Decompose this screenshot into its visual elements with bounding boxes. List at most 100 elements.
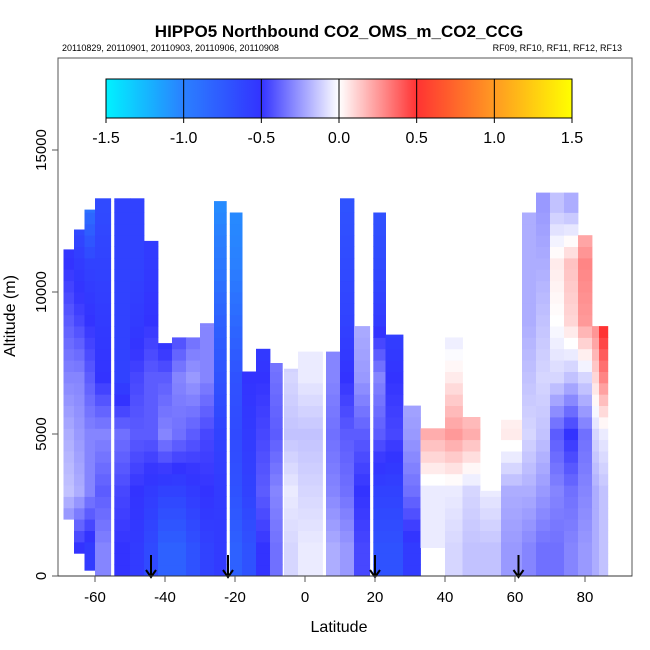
heatmap-cell bbox=[95, 269, 112, 282]
heatmap-cell bbox=[114, 201, 131, 213]
heatmap-cell bbox=[186, 541, 201, 554]
y-tick-label: 5000 bbox=[33, 417, 50, 450]
heatmap-cell bbox=[462, 417, 481, 429]
heatmap-cell bbox=[74, 405, 85, 418]
heatmap-cell bbox=[144, 337, 159, 350]
heatmap-cell bbox=[200, 394, 215, 406]
heatmap-cell bbox=[385, 564, 404, 577]
heatmap-cell bbox=[84, 235, 96, 247]
heatmap-cell bbox=[114, 235, 131, 247]
heatmap-cell bbox=[270, 519, 283, 531]
heatmap-cell bbox=[340, 496, 355, 509]
heatmap-cell bbox=[550, 292, 565, 304]
heatmap-cell bbox=[373, 473, 386, 486]
heatmap-cell bbox=[564, 382, 579, 395]
heatmap-cell bbox=[256, 360, 271, 372]
heatmap-cell bbox=[172, 553, 187, 566]
heatmap-cell bbox=[298, 496, 323, 509]
heatmap-cell bbox=[114, 280, 131, 293]
heatmap-cell bbox=[130, 292, 145, 304]
heatmap-cell bbox=[84, 337, 96, 350]
heatmap-cell bbox=[114, 496, 131, 509]
heatmap-cell bbox=[186, 337, 201, 350]
heatmap-cell bbox=[172, 496, 187, 509]
heatmap-cell bbox=[214, 439, 227, 452]
heatmap-cell bbox=[501, 428, 523, 441]
heatmap-cell bbox=[84, 485, 96, 497]
heatmap-cell bbox=[84, 530, 96, 543]
heatmap-cell bbox=[354, 507, 371, 520]
heatmap-cell bbox=[592, 360, 600, 372]
heatmap-cell bbox=[522, 405, 537, 418]
heatmap-cell bbox=[599, 541, 609, 554]
heatmap-cell bbox=[84, 507, 96, 520]
heatmap-cell bbox=[229, 417, 243, 429]
heatmap-cell bbox=[256, 451, 271, 463]
heatmap-cell bbox=[536, 428, 551, 441]
x-axis: -60 -40 -20 0 20 40 60 80 bbox=[58, 575, 632, 606]
heatmap-cell bbox=[158, 507, 173, 520]
heatmap-cell bbox=[63, 417, 75, 429]
heatmap-cell bbox=[229, 371, 243, 384]
heatmap-cell bbox=[564, 507, 579, 520]
heatmap-cell bbox=[592, 530, 600, 543]
heatmap-cell bbox=[214, 337, 227, 350]
heatmap-cell bbox=[63, 348, 75, 361]
heatmap-cell bbox=[186, 473, 201, 486]
heatmap-cell bbox=[462, 541, 481, 554]
heatmap-cell bbox=[403, 462, 421, 475]
heatmap-cell bbox=[578, 394, 593, 406]
heatmap-cell bbox=[270, 496, 283, 509]
heatmap-cell bbox=[74, 541, 85, 554]
heatmap-cell bbox=[229, 451, 243, 463]
heatmap-cell bbox=[536, 485, 551, 497]
heatmap-cell bbox=[95, 496, 112, 509]
heatmap-cell bbox=[522, 394, 537, 406]
heatmap-cell bbox=[592, 371, 600, 384]
heatmap-cell bbox=[403, 553, 421, 566]
heatmap-cell bbox=[550, 382, 565, 395]
heatmap-cell bbox=[340, 314, 355, 327]
heatmap-cell bbox=[74, 382, 85, 395]
x-tick-label: -20 bbox=[224, 589, 246, 606]
heatmap-cell bbox=[63, 507, 75, 520]
heatmap-cell bbox=[214, 201, 227, 213]
heatmap-cell bbox=[172, 564, 187, 577]
heatmap-cell bbox=[403, 564, 421, 577]
heatmap-cell bbox=[284, 405, 299, 418]
heatmap-cell bbox=[326, 394, 341, 406]
heatmap-cell bbox=[84, 246, 96, 259]
heatmap-cell bbox=[114, 223, 131, 236]
heatmap-cell bbox=[229, 485, 243, 497]
heatmap-cell bbox=[63, 303, 75, 316]
heatmap-cell bbox=[114, 485, 131, 497]
heatmap-cell bbox=[578, 485, 593, 497]
colorbar-tick-label: 0.0 bbox=[328, 130, 350, 147]
heatmap-cell bbox=[256, 530, 271, 543]
heatmap-cell bbox=[242, 405, 257, 418]
heatmap-cell bbox=[354, 360, 371, 372]
x-tick-label: 60 bbox=[507, 589, 524, 606]
heatmap-cell bbox=[130, 360, 145, 372]
heatmap-cell bbox=[284, 507, 299, 520]
heatmap-cell bbox=[114, 382, 131, 395]
heatmap-cell bbox=[373, 314, 386, 327]
heatmap-cell bbox=[256, 473, 271, 486]
heatmap-cell bbox=[592, 348, 600, 361]
heatmap-cell bbox=[130, 473, 145, 486]
heatmap-cell bbox=[229, 519, 243, 531]
heatmap-cell bbox=[326, 351, 341, 361]
heatmap-cell bbox=[84, 303, 96, 316]
heatmap-cell bbox=[84, 314, 96, 327]
heatmap-cell bbox=[74, 439, 85, 452]
heatmap-cell bbox=[214, 507, 227, 520]
heatmap-cell bbox=[84, 269, 96, 282]
heatmap-cell bbox=[373, 519, 386, 531]
heatmap-cell bbox=[200, 417, 215, 429]
heatmap-cell bbox=[214, 519, 227, 531]
heatmap-cell bbox=[420, 428, 446, 441]
heatmap-cell bbox=[599, 405, 609, 418]
heatmap-cell bbox=[522, 519, 537, 531]
heatmap-cell bbox=[256, 519, 271, 531]
heatmap-cell bbox=[578, 337, 593, 350]
